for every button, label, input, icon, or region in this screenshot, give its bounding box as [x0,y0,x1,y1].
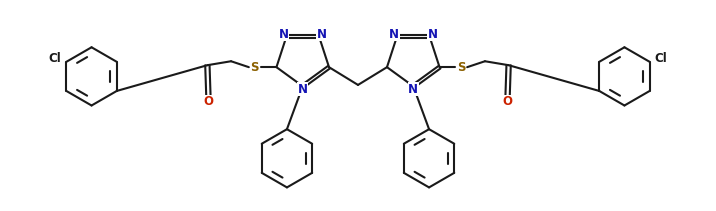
Text: O: O [503,95,513,108]
Text: N: N [408,83,418,96]
Text: O: O [203,95,213,108]
Text: Cl: Cl [49,52,62,65]
Text: N: N [317,28,327,41]
Text: N: N [389,28,399,41]
Text: N: N [427,28,437,41]
Text: N: N [279,28,289,41]
Text: S: S [251,61,259,74]
Text: Cl: Cl [654,52,667,65]
Text: S: S [457,61,465,74]
Text: N: N [298,83,308,96]
